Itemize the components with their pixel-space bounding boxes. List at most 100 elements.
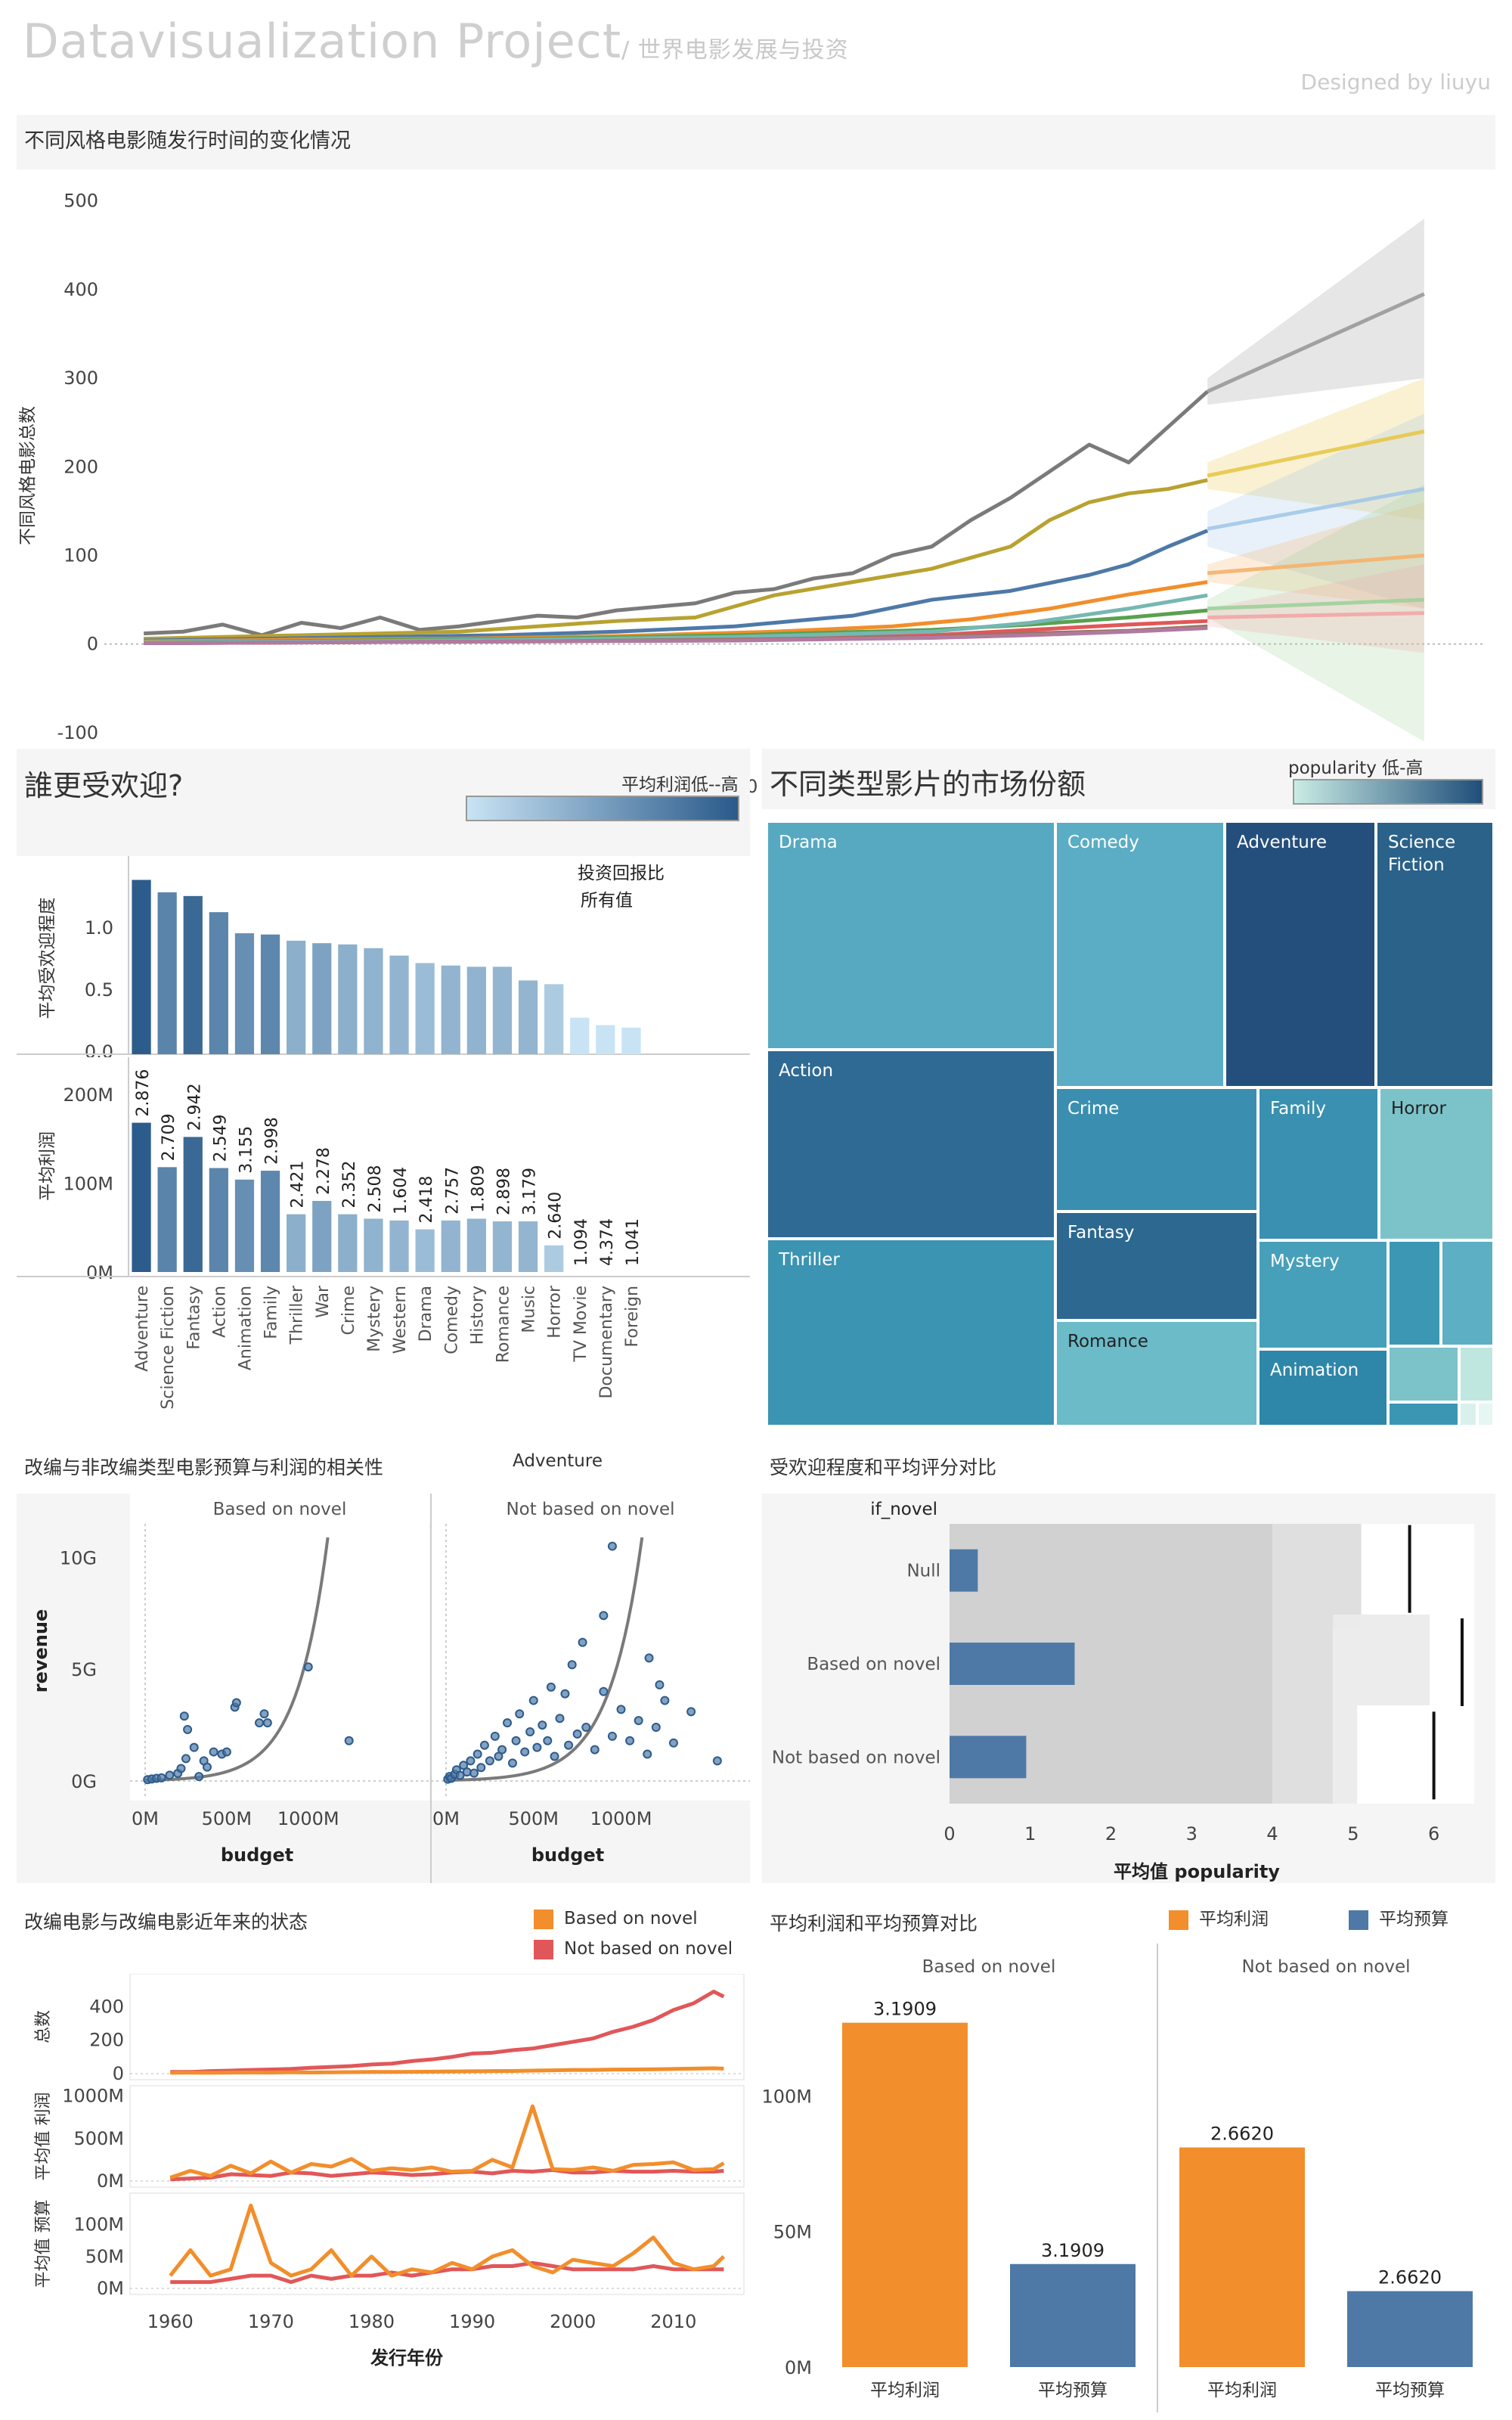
scatter-point: [472, 1749, 482, 1759]
forecast-band: [1207, 378, 1424, 520]
tile-fantasy[interactable]: Fantasy: [1055, 1212, 1258, 1320]
forecast-line: [1207, 292, 1425, 393]
x-tick-label: 0: [943, 1823, 955, 1844]
panel-genre-trend: 不同风格电影随发行时间的变化情况 19601965197019751980198…: [17, 115, 1495, 818]
scatter-point: [466, 1756, 476, 1766]
scatter-point: [231, 1698, 241, 1708]
tile-comedy[interactable]: Comedy: [1055, 821, 1225, 1087]
row-label: 平均值 利润: [34, 2093, 53, 2181]
popularity-bar: [132, 880, 151, 1054]
top-chart-bg: [17, 856, 750, 1054]
tile-romance[interactable]: Romance: [1055, 1320, 1258, 1426]
category-label: History: [468, 1286, 487, 1345]
tile-mystery[interactable]: Mystery: [1258, 1240, 1388, 1349]
tile-small-5[interactable]: [1388, 1402, 1459, 1426]
tile-crime[interactable]: Crime: [1055, 1087, 1258, 1212]
data-label: 2.6620: [1210, 2124, 1274, 2145]
roi-label: 3.155: [237, 1126, 256, 1174]
panel-popularity-title: 誰更受欢迎?: [24, 769, 184, 802]
popularity-bar: [209, 912, 228, 1054]
facet-plot-bg: [130, 1524, 429, 1801]
scatter-point: [651, 1723, 661, 1733]
scatter-point: [525, 1727, 535, 1736]
legend-based-on-novel: Based on novel: [534, 1909, 698, 1929]
category-label: Action: [210, 1286, 229, 1338]
y-tick-label: 0: [113, 2063, 124, 2084]
forecast-line: [1207, 611, 1424, 619]
tile-animation[interactable]: Animation: [1258, 1349, 1388, 1426]
y-tick-label: 0M: [97, 2170, 124, 2192]
scatter-point: [511, 1736, 521, 1745]
x-tick-label: 2: [1105, 1823, 1117, 1844]
profit-bar: [338, 1214, 358, 1272]
scatter-point: [616, 1705, 626, 1714]
trend-line: [169, 2104, 725, 2180]
profit-bar: [518, 1221, 538, 1272]
roi-label: 2.640: [547, 1192, 565, 1239]
popularity-bar: [287, 940, 306, 1054]
x-axis-label: 发行年份: [370, 2347, 444, 2369]
roi-label: 2.876: [134, 1069, 153, 1117]
scatter-point: [479, 1740, 489, 1750]
x-tick-label: 1980: [349, 2311, 395, 2332]
scatter-point: [209, 1747, 218, 1757]
y-tick-label: 100M: [762, 2086, 812, 2107]
roi-label: 1.041: [624, 1218, 643, 1266]
panel-market-share-title: 不同类型影片的市场份额: [770, 768, 1086, 801]
x-tick-label: 1: [1024, 1823, 1036, 1844]
x-tick-label: 2010: [650, 2311, 696, 2332]
scatter-point: [476, 1763, 486, 1773]
tile-small-3[interactable]: [1388, 1346, 1459, 1402]
scatter-point: [183, 1725, 193, 1734]
y-tick-label: 0M: [86, 1262, 113, 1283]
tile-small-6[interactable]: [1459, 1402, 1477, 1426]
scatter-point: [520, 1747, 530, 1757]
y-tick-label: 400: [89, 1996, 124, 2017]
scatter-point: [202, 1762, 212, 1772]
tile-small-2[interactable]: [1441, 1240, 1494, 1346]
roi-label: 2.508: [366, 1165, 385, 1213]
y-axis-label: revenue: [30, 1609, 51, 1692]
scatter-point: [165, 1770, 175, 1780]
roi-label: 2.757: [443, 1167, 462, 1215]
facet-plot-bg: [431, 1524, 750, 1801]
roi-label: 1.809: [469, 1165, 488, 1213]
tile-small-1[interactable]: [1388, 1240, 1441, 1346]
tile-horror[interactable]: Horror: [1379, 1087, 1494, 1240]
scatter-point: [179, 1711, 189, 1721]
scatter-point: [455, 1770, 465, 1780]
tile-small-7[interactable]: [1477, 1402, 1494, 1426]
tile-drama[interactable]: Drama: [767, 821, 1055, 1050]
row-header: if_novel: [870, 1500, 937, 1519]
tile-small-4[interactable]: [1459, 1346, 1494, 1402]
category-label: Null: [906, 1562, 940, 1581]
scatter-point: [528, 1696, 538, 1705]
y-tick-label: 500M: [73, 2128, 124, 2149]
category-label: Not based on novel: [772, 1748, 940, 1767]
panel-genre-trend-title: 不同风格电影随发行时间的变化情况: [24, 129, 351, 153]
facet-header: Not based on novel: [506, 1500, 674, 1519]
tile-adventure[interactable]: Adventure: [1225, 821, 1376, 1087]
category-label: Music: [520, 1286, 539, 1333]
forecast-band: [1207, 219, 1424, 405]
category-label: Adventure: [133, 1286, 152, 1372]
x-tick-label: 500M: [508, 1808, 559, 1829]
profit-legend-title: 平均利润低--高: [621, 775, 739, 795]
popularity-bar: [950, 1643, 1075, 1685]
genre-series-line: [144, 389, 1209, 638]
tile-action[interactable]: Action: [767, 1050, 1055, 1239]
legend-avg-profit: 平均利润: [1169, 1904, 1269, 1930]
popularity-bar: [415, 963, 435, 1054]
y-tick-label: 50M: [773, 2222, 812, 2243]
tile-label: Thriller: [779, 1250, 840, 1270]
category-label: 平均预算: [1375, 2381, 1445, 2400]
scatter-point: [181, 1754, 191, 1764]
tile-family[interactable]: Family: [1258, 1087, 1379, 1240]
tile-science-fiction[interactable]: Science Fiction: [1376, 821, 1494, 1087]
category-label: Based on novel: [807, 1655, 940, 1674]
distribution-band: [1333, 1615, 1430, 1705]
popularity-bar: [389, 955, 409, 1054]
tile-thriller[interactable]: Thriller: [767, 1239, 1055, 1426]
y-tick-label: 100M: [63, 1174, 113, 1195]
popularity-bar: [312, 943, 332, 1054]
